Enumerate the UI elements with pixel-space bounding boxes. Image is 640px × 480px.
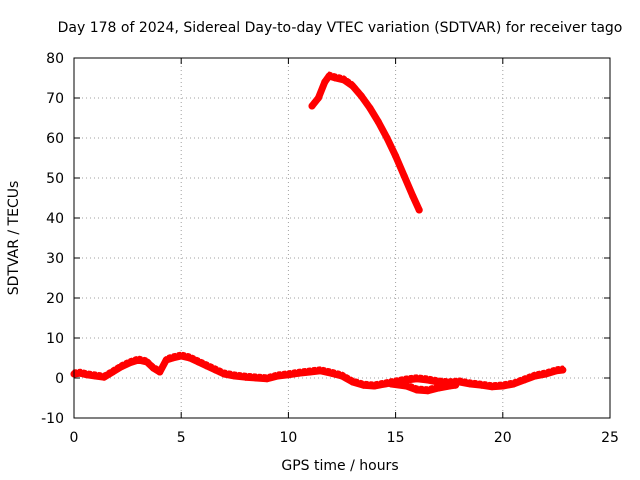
data-point [156, 368, 164, 376]
x-axis-label: GPS time / hours [281, 458, 398, 474]
data-point [340, 76, 348, 84]
data-point [357, 92, 365, 100]
data-point [91, 372, 99, 380]
data-point [381, 380, 389, 388]
data-point [242, 373, 249, 381]
data-series [70, 71, 567, 395]
y-tick-label: 10 [46, 331, 64, 347]
data-point [402, 382, 410, 390]
data-point [263, 375, 271, 383]
data-point [231, 372, 239, 380]
series-low-elevation-arc-spread [72, 351, 565, 386]
data-point [83, 371, 91, 379]
data-point [295, 369, 303, 377]
y-tick-label: -10 [41, 411, 64, 427]
x-tick-label: 10 [279, 430, 297, 446]
data-point [162, 356, 170, 364]
data-point [424, 376, 432, 384]
chart-title: Day 178 of 2024, Sidereal Day-to-day VTE… [58, 20, 623, 36]
series-high-peak-arc [308, 72, 423, 214]
data-point [194, 358, 202, 366]
y-tick-label: 40 [46, 211, 64, 227]
data-point [100, 373, 108, 381]
y-tick-label: 20 [46, 291, 64, 307]
data-point [413, 375, 421, 383]
data-point [212, 366, 219, 374]
data-point [383, 134, 391, 142]
data-point [317, 367, 325, 375]
data-point [477, 381, 485, 389]
data-point [402, 376, 410, 384]
data-point [387, 380, 395, 388]
data-point [452, 381, 460, 389]
data-point [76, 369, 84, 377]
y-tick-label: 70 [46, 91, 64, 107]
data-point [109, 368, 117, 376]
data-point [252, 374, 260, 382]
x-tick-label: 5 [177, 430, 186, 446]
data-point [370, 382, 378, 390]
data-point [220, 370, 228, 378]
data-point [424, 387, 432, 395]
data-point [134, 356, 142, 364]
plot-frame [73, 57, 611, 419]
data-point [435, 384, 442, 392]
x-tick-label: 25 [601, 430, 619, 446]
data-point [177, 352, 185, 360]
data-point [445, 382, 453, 390]
x-tick-label: 15 [387, 430, 405, 446]
data-point [321, 78, 329, 86]
data-point [409, 192, 417, 200]
series-low-elevation-arc [70, 352, 567, 391]
data-point [510, 380, 517, 388]
data-point [349, 378, 357, 386]
data-point [143, 358, 151, 366]
y-tick-label: 50 [46, 171, 64, 187]
data-point [531, 372, 539, 380]
data-point [325, 72, 333, 80]
y-tick-label: 0 [55, 371, 64, 387]
data-point [349, 82, 357, 90]
data-point [415, 206, 423, 214]
axis-ticks: 0 5 10 15 20 25 -10 0 10 20 30 40 50 60 70 80 [41, 51, 619, 446]
data-point [314, 94, 322, 102]
data-point [499, 382, 507, 390]
data-point [327, 369, 335, 377]
data-point [488, 383, 496, 391]
y-tick-label: 30 [46, 251, 64, 267]
data-point [392, 152, 400, 160]
data-point [308, 102, 316, 110]
data-point [126, 359, 134, 367]
data-point [338, 372, 346, 380]
y-tick-label: 60 [46, 131, 64, 147]
data-point [467, 380, 475, 388]
data-point [284, 371, 292, 379]
data-point [274, 372, 282, 380]
data-point [359, 381, 367, 389]
data-point [117, 363, 125, 371]
y-tick-label: 80 [46, 51, 64, 67]
data-point [203, 362, 211, 370]
data-point [413, 386, 421, 394]
x-tick-label: 0 [70, 430, 79, 446]
y-axis-label: SDTVAR / TECUs [6, 181, 22, 296]
data-point [520, 376, 528, 384]
x-tick-label: 20 [494, 430, 512, 446]
data-point [306, 368, 314, 376]
data-point [400, 172, 408, 180]
data-point [542, 370, 550, 378]
data-point [374, 118, 382, 126]
data-point [169, 354, 177, 362]
data-point [366, 104, 374, 112]
data-point [552, 367, 560, 375]
data-point [332, 74, 340, 82]
data-point [186, 354, 194, 362]
series-high-peak-arc-spread [310, 71, 421, 209]
data-point [149, 364, 157, 372]
data-point [559, 366, 567, 374]
